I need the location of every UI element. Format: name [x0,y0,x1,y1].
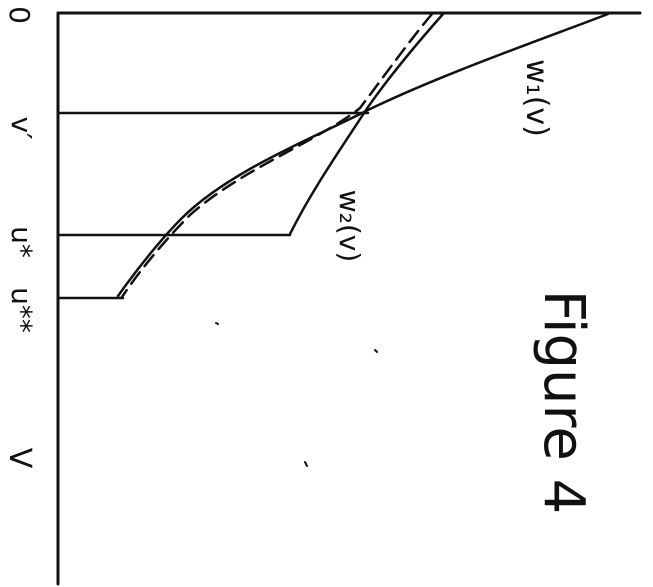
stray-marks [215,322,378,467]
curve-w1 [116,12,610,298]
stray-mark-1 [374,349,378,353]
figure-caption: Figure 4 [531,290,596,514]
curve-label-w2: w₂(v) [333,190,366,263]
curve-label-w1: w₁(v) [519,59,554,137]
curve-labels: w₁(v) w₂(v) [333,59,554,262]
stray-mark-3 [215,322,219,325]
curves [116,12,610,299]
stray-mark-2 [304,461,308,467]
tick-label-u-double-star: u** [5,287,38,333]
axis-labels: 0 v′ u* u** V [2,6,38,469]
origin-label: 0 [3,6,36,24]
tick-label-v-prime: v′ [5,117,38,140]
guide-lines [56,111,370,300]
end-label: V [2,448,37,469]
curve-w2 [288,12,445,236]
tick-label-u-star: u* [5,226,38,258]
